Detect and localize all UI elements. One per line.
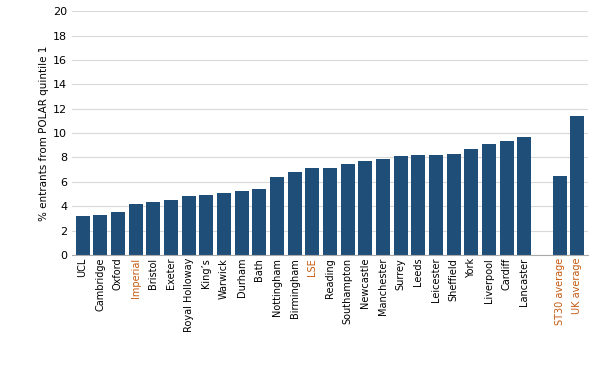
Bar — [146, 202, 160, 255]
Bar — [571, 116, 584, 255]
Bar — [199, 195, 214, 255]
Bar — [553, 176, 567, 255]
Bar — [411, 155, 425, 255]
Bar — [235, 191, 249, 255]
Bar — [287, 171, 302, 255]
Bar — [376, 159, 390, 255]
Bar — [358, 161, 373, 255]
Y-axis label: % entrants from POLAR quintile 1: % entrants from POLAR quintile 1 — [39, 45, 49, 221]
Bar — [500, 141, 514, 255]
Bar — [464, 149, 478, 255]
Bar — [76, 216, 89, 255]
Bar — [517, 137, 532, 255]
Bar — [341, 164, 355, 255]
Bar — [182, 196, 196, 255]
Bar — [111, 212, 125, 255]
Bar — [482, 144, 496, 255]
Bar — [252, 189, 266, 255]
Bar — [128, 204, 143, 255]
Bar — [446, 154, 461, 255]
Bar — [164, 200, 178, 255]
Bar — [93, 215, 107, 255]
Bar — [217, 193, 231, 255]
Bar — [394, 156, 408, 255]
Bar — [305, 168, 319, 255]
Bar — [270, 177, 284, 255]
Bar — [429, 155, 443, 255]
Bar — [323, 168, 337, 255]
